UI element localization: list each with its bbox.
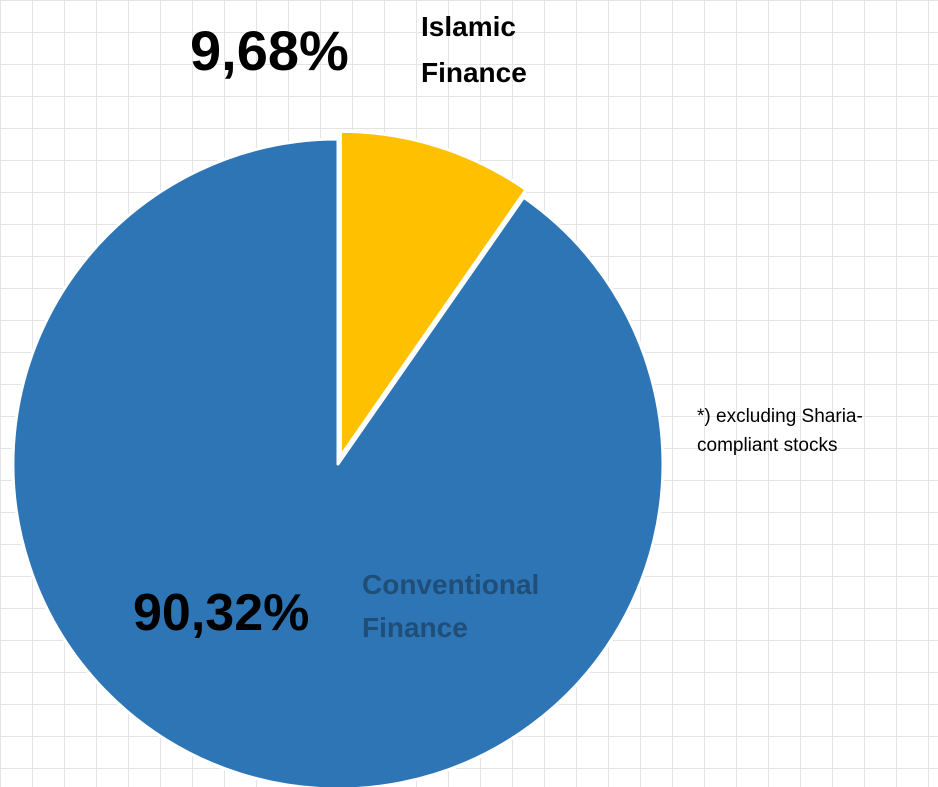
conventional-label-line2: Finance [362, 612, 468, 643]
islamic-label-line1: Islamic [421, 11, 516, 42]
islamic-value-label: 9,68% [190, 19, 349, 82]
pie-slices [11, 129, 665, 787]
conventional-finance-slice [11, 137, 665, 787]
conventional-value-label: 90,32% [133, 584, 309, 642]
conventional-label-line1: Conventional [362, 569, 539, 600]
footnote-line-2: compliant stocks [697, 435, 838, 456]
islamic-finance-slice [338, 129, 528, 458]
footnote: *) excluding Sharia- compliant stocks [697, 402, 922, 460]
islamic-label-line2: Finance [421, 57, 527, 88]
footnote-line-1: *) excluding Sharia- [697, 406, 863, 427]
